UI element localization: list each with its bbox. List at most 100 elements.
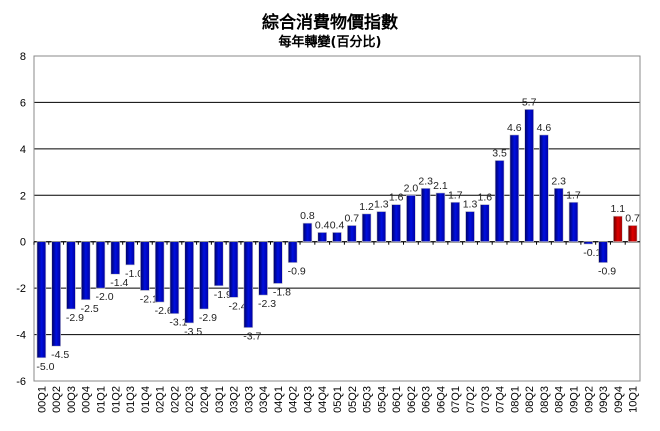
y-tick-label: -6	[16, 376, 26, 388]
x-tick-label: 02Q3	[184, 386, 196, 413]
bar-06Q3	[420, 188, 431, 243]
x-tick-label: 05Q3	[362, 386, 374, 413]
x-tick-label: 10Q1	[628, 386, 640, 413]
bar-04Q4	[317, 232, 327, 243]
x-tick-label: 09Q3	[598, 386, 610, 413]
data-label: -2.9	[66, 312, 84, 324]
plot-area	[33, 55, 641, 382]
data-label: -0.1	[583, 247, 601, 259]
bar-05Q4	[376, 211, 387, 243]
x-tick-label: 02Q4	[199, 386, 211, 413]
data-label: -3.1	[169, 317, 187, 329]
x-tick-label: 01Q3	[125, 386, 137, 413]
bar-01Q3	[125, 241, 135, 266]
x-tick-label: 06Q4	[435, 386, 447, 413]
bar-08Q1	[509, 134, 520, 243]
bar-10Q1	[627, 225, 638, 243]
x-tick-label: 08Q4	[554, 386, 566, 413]
y-tick-label: -2	[16, 283, 26, 295]
data-label: 2.0	[404, 182, 419, 194]
x-tick-label: 04Q4	[317, 386, 329, 413]
x-tick-label: 03Q1	[214, 386, 226, 413]
data-label: 1.6	[478, 192, 493, 204]
bar-05Q1	[332, 232, 342, 243]
data-label: 1.3	[374, 199, 389, 211]
bar-04Q2	[287, 241, 298, 263]
bar-09Q1	[568, 201, 579, 243]
data-label: -1.9	[214, 289, 232, 301]
x-tick-label: 04Q3	[302, 386, 314, 413]
x-tick-label: 02Q2	[169, 386, 181, 413]
bar-05Q3	[361, 213, 372, 243]
bar-08Q4	[553, 188, 564, 243]
data-label: 0.4	[315, 219, 330, 231]
bar-00Q4	[80, 241, 91, 301]
data-label: 0.7	[344, 212, 359, 224]
data-label: 1.7	[448, 189, 463, 201]
x-tick-label: 01Q2	[110, 386, 122, 413]
x-tick-label: 06Q1	[391, 386, 403, 413]
data-label: 1.2	[359, 201, 374, 213]
chart-subtitle: 每年轉變(百分比)	[278, 35, 382, 50]
bar-09Q2	[583, 241, 594, 245]
bar-09Q3	[598, 241, 608, 263]
bar-08Q3	[539, 134, 549, 243]
x-tick-label: 09Q1	[568, 386, 580, 413]
data-label: 4.6	[537, 122, 552, 134]
y-tick-label: 0	[20, 237, 26, 249]
bar-04Q3	[302, 222, 313, 243]
x-tick-label: 06Q2	[406, 386, 418, 413]
bar-03Q4	[258, 241, 268, 296]
bar-09Q4	[613, 215, 623, 243]
bar-05Q2	[347, 225, 357, 243]
x-tick-label: 01Q1	[96, 386, 108, 413]
bar-07Q1	[450, 201, 460, 243]
x-tick-label: 04Q2	[288, 386, 300, 413]
x-tick-label: 00Q1	[36, 386, 48, 413]
chart-title: 綜合消費物價指數	[262, 13, 398, 33]
data-label: 1.3	[463, 199, 478, 211]
bar-02Q4	[199, 241, 209, 310]
bar-00Q3	[66, 241, 76, 310]
bar-04Q1	[273, 241, 283, 284]
bar-08Q2	[524, 109, 534, 243]
x-tick-label: 05Q2	[347, 386, 359, 413]
data-label: -1.0	[125, 268, 143, 280]
data-label: -2.4	[228, 300, 246, 312]
data-label: 3.5	[492, 147, 507, 159]
bar-07Q2	[465, 211, 475, 243]
bar-01Q4	[140, 241, 150, 291]
data-label: 5.7	[522, 96, 537, 108]
data-label: -2.3	[258, 298, 276, 310]
x-tick-label: 07Q2	[465, 386, 477, 413]
x-tick-label: 00Q2	[51, 386, 63, 413]
y-tick-label: 8	[20, 51, 26, 63]
data-label: 2.3	[551, 175, 566, 187]
bar-06Q4	[435, 192, 446, 243]
data-label: -1.4	[110, 277, 128, 289]
data-label: 0.4	[330, 219, 345, 231]
data-label: 1.1	[611, 203, 626, 215]
data-label: -3.7	[243, 331, 261, 343]
data-label: 0.8	[300, 210, 315, 222]
bar-03Q2	[228, 241, 239, 298]
x-tick-label: 04Q1	[273, 386, 285, 413]
y-tick-label: 2	[20, 190, 26, 202]
bar-03Q3	[243, 241, 254, 328]
bar-03Q1	[214, 241, 224, 287]
bar-00Q2	[51, 241, 61, 347]
x-tick-label: 06Q3	[421, 386, 433, 413]
x-tick-label: 03Q4	[258, 386, 270, 413]
data-label: -2.0	[95, 291, 113, 303]
bar-01Q2	[110, 241, 121, 275]
x-tick-label: 01Q4	[140, 386, 152, 413]
data-label: -2.6	[155, 305, 173, 317]
y-tick-label: 6	[20, 97, 26, 109]
x-tick-label: 07Q1	[450, 386, 462, 413]
bar-02Q2	[169, 241, 180, 314]
x-tick-label: 08Q2	[524, 386, 536, 413]
data-label: 1.6	[389, 192, 404, 204]
data-label: 2.1	[433, 180, 448, 192]
